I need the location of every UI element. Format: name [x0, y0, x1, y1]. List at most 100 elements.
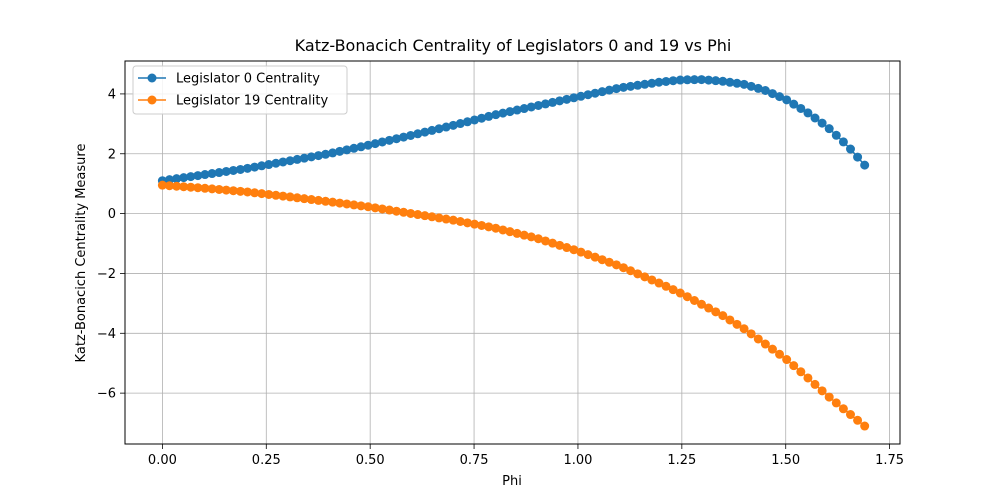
data-point — [789, 361, 799, 371]
data-point — [221, 166, 231, 176]
data-point — [711, 76, 721, 86]
data-point — [498, 225, 508, 235]
data-point — [377, 137, 387, 147]
data-point — [746, 81, 756, 91]
data-point — [555, 96, 565, 106]
y-tick-label: −4 — [97, 327, 116, 342]
data-point — [590, 88, 600, 98]
data-point — [767, 344, 777, 354]
data-point — [243, 163, 253, 173]
data-point — [604, 257, 614, 267]
data-point — [590, 252, 600, 262]
data-point — [640, 272, 650, 282]
data-point — [264, 189, 274, 199]
data-point — [221, 185, 231, 195]
data-point — [618, 82, 628, 92]
data-point — [335, 146, 345, 156]
data-point — [285, 156, 295, 166]
data-point — [782, 355, 792, 365]
data-point — [462, 218, 472, 228]
data-point — [313, 151, 323, 161]
data-point — [583, 250, 593, 260]
data-point — [313, 195, 323, 205]
data-point — [803, 373, 813, 383]
data-point — [434, 213, 444, 223]
data-point — [618, 263, 628, 273]
data-point — [363, 140, 373, 150]
x-tick-label: 1.25 — [667, 453, 696, 468]
grid — [125, 61, 900, 444]
x-tick-label: 0.25 — [252, 453, 281, 468]
data-point — [186, 182, 196, 192]
data-point — [491, 223, 501, 233]
data-point — [817, 118, 827, 128]
data-point — [363, 202, 373, 212]
data-point — [682, 292, 692, 302]
data-point — [164, 181, 174, 191]
data-point — [306, 195, 316, 205]
data-point — [810, 113, 820, 123]
data-point — [271, 190, 281, 200]
data-point — [704, 75, 714, 85]
data-point — [470, 115, 480, 125]
data-point — [569, 245, 579, 255]
data-point — [179, 173, 189, 183]
data-point — [349, 143, 359, 153]
data-point — [725, 77, 735, 87]
data-point — [441, 214, 451, 224]
data-point — [470, 219, 480, 229]
data-point — [172, 181, 182, 191]
data-point — [434, 124, 444, 134]
data-point — [278, 191, 288, 201]
data-point — [604, 85, 614, 95]
data-point — [498, 108, 508, 118]
data-point — [576, 91, 586, 101]
data-point — [441, 122, 451, 132]
data-point — [484, 111, 494, 121]
data-point — [626, 266, 636, 276]
y-tick-label: 4 — [108, 87, 116, 102]
data-point — [321, 149, 331, 159]
data-point — [668, 285, 678, 295]
x-tick-label: 0.75 — [460, 453, 489, 468]
data-point — [845, 410, 855, 420]
data-point — [157, 180, 167, 190]
x-tick-label: 0.50 — [356, 453, 385, 468]
data-point — [250, 188, 260, 198]
data-point — [661, 76, 671, 86]
data-point — [356, 201, 366, 211]
data-point — [193, 171, 203, 181]
data-point — [235, 164, 245, 174]
data-point — [540, 236, 550, 246]
data-point — [796, 103, 806, 113]
data-point — [753, 334, 763, 344]
data-point — [831, 398, 841, 408]
data-point — [760, 339, 770, 349]
data-point — [491, 110, 501, 120]
data-point — [739, 324, 749, 334]
data-point — [860, 421, 870, 431]
data-point — [718, 311, 728, 321]
data-point — [689, 296, 699, 305]
data-point — [179, 182, 189, 192]
data-point — [824, 124, 834, 134]
data-point — [413, 129, 423, 139]
data-point — [796, 367, 806, 377]
data-point — [753, 83, 763, 93]
data-point — [342, 145, 352, 155]
data-point — [817, 386, 827, 396]
data-point — [257, 189, 267, 199]
data-point — [831, 130, 841, 140]
data-point — [569, 93, 579, 103]
data-point — [732, 319, 742, 329]
data-point — [271, 158, 281, 168]
data-point — [562, 243, 572, 253]
data-point — [838, 137, 848, 147]
data-point — [519, 230, 529, 240]
data-point — [321, 196, 331, 206]
data-point — [540, 99, 550, 109]
chart-title: Katz-Bonacich Centrality of Legislators … — [295, 36, 732, 55]
data-point — [803, 108, 813, 118]
data-point — [306, 152, 316, 162]
